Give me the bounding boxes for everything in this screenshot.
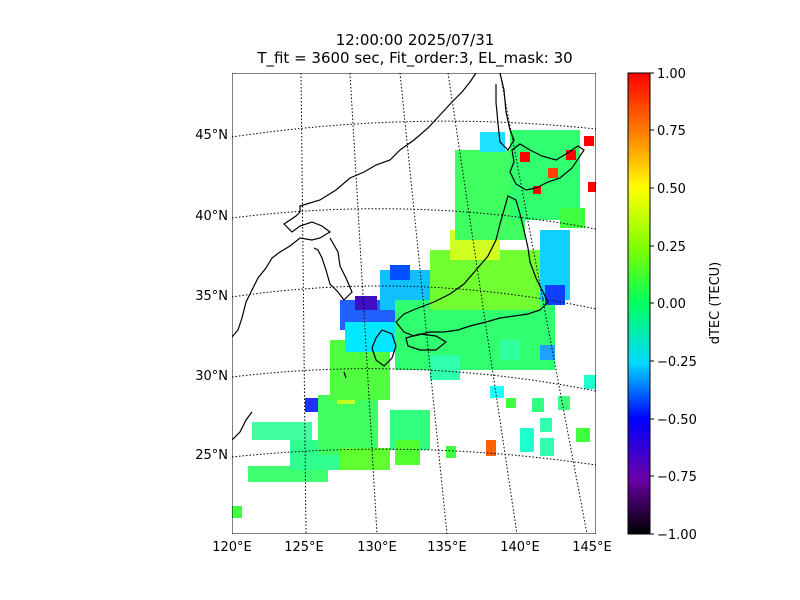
plot-title-params: T_fit = 3600 sec, Fit_order:3, EL_mask: … [257,49,573,67]
colorbar-tick-1.00: 1.00 [657,67,686,82]
lon-label-130: 130°E [357,540,397,555]
lat-axis-labels: 45°N 40°N 35°N 30°N 25°N [195,128,228,463]
colorbar-tick-neg0.50: −0.50 [657,413,697,428]
colorbar-ticks [650,72,654,535]
lat-label-25: 25°N [195,448,228,463]
colorbar-label: dTEC (TECU) [708,262,723,345]
lat-label-30: 30°N [195,369,228,384]
colorbar-tick-0.75: 0.75 [657,124,686,139]
map-area [232,73,596,534]
lat-label-45: 45°N [195,128,228,143]
coastlines [232,73,585,441]
dtec-data-layer [232,130,596,518]
colorbar-gradient [627,72,651,535]
colorbar-tick-0.25: 0.25 [657,240,686,255]
lon-label-125: 125°E [284,540,324,555]
lon-label-120: 120°E [212,540,252,555]
colorbar-tick-neg0.75: −0.75 [657,470,697,485]
colorbar-tick-neg0.25: −0.25 [657,355,697,370]
colorbar-tick-0.00: 0.00 [657,297,686,312]
lat-label-35: 35°N [195,289,228,304]
colorbar: 1.00 0.75 0.50 0.25 0.00 −0.25 −0.50 −0.… [627,67,723,543]
colorbar-tick-neg1.00: −1.00 [657,528,697,543]
graticule [232,73,596,534]
lon-label-140: 140°E [500,540,540,555]
lon-axis-labels: 120°E 125°E 130°E 135°E 140°E 145°E [212,540,612,555]
lat-label-40: 40°N [195,209,228,224]
plot-title-time: 12:00:00 2025/07/31 [335,31,495,49]
lon-label-145: 145°E [572,540,612,555]
lon-label-135: 135°E [427,540,467,555]
colorbar-tick-0.50: 0.50 [657,182,686,197]
